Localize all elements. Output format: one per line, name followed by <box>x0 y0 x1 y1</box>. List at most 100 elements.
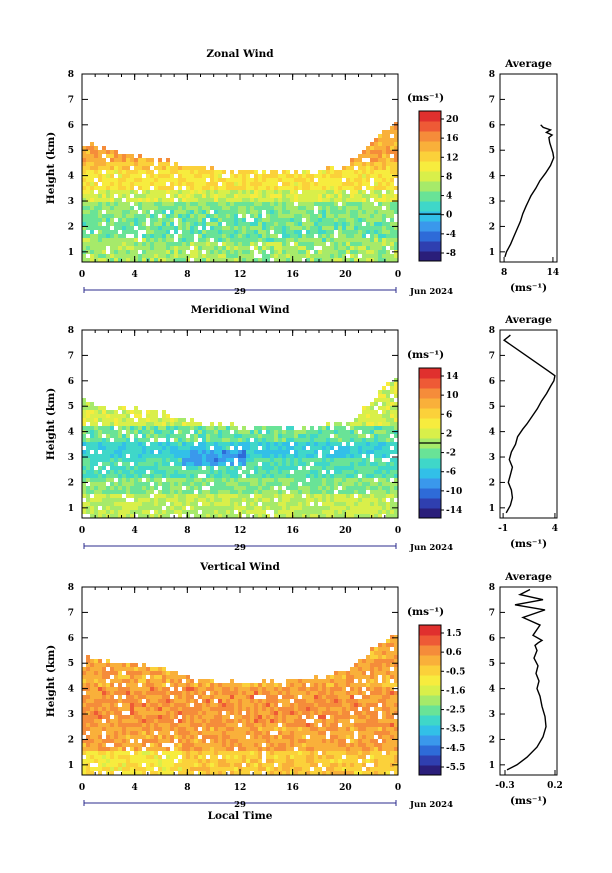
heatmap-cell <box>94 498 98 502</box>
heatmap-cell <box>322 238 326 242</box>
heatmap-cell <box>122 202 126 206</box>
heatmap-cell <box>286 442 290 446</box>
heatmap-cell <box>146 198 150 202</box>
heatmap-cell <box>194 763 198 767</box>
heatmap-cell <box>94 667 98 671</box>
heatmap-cell <box>246 254 250 258</box>
heatmap-cell <box>286 474 290 478</box>
heatmap-cell <box>178 170 182 174</box>
heatmap-cell <box>258 514 262 518</box>
heatmap-cell <box>362 238 366 242</box>
heatmap-cell <box>282 194 286 198</box>
heatmap-cell <box>150 430 154 434</box>
heatmap-cell <box>90 719 94 723</box>
heatmap-cell <box>338 242 342 246</box>
heatmap-cell <box>310 506 314 510</box>
heatmap-cell <box>318 514 322 518</box>
heatmap-cell <box>126 687 130 691</box>
heatmap-cell <box>286 486 290 490</box>
heatmap-cell <box>226 202 230 206</box>
heatmap-cell <box>214 230 218 234</box>
heatmap-cell <box>218 170 222 174</box>
heatmap-cell <box>394 394 398 398</box>
heatmap-cell <box>134 695 138 699</box>
heatmap-cell <box>206 426 210 430</box>
heatmap-cell <box>270 194 274 198</box>
heatmap-cell <box>350 466 354 470</box>
heatmap-cell <box>298 474 302 478</box>
heatmap-cell <box>154 466 158 470</box>
heatmap-cell <box>106 190 110 194</box>
heatmap-cell <box>174 442 178 446</box>
heatmap-cell <box>146 711 150 715</box>
heatmap-cell <box>170 254 174 258</box>
heatmap-cell <box>334 470 338 474</box>
heatmap-cell <box>86 150 90 154</box>
heatmap-cell <box>390 170 394 174</box>
heatmap-cell <box>286 498 290 502</box>
heatmap-cell <box>350 198 354 202</box>
heatmap-cell <box>122 663 126 667</box>
heatmap-cell <box>350 190 354 194</box>
heatmap-cell <box>162 739 166 743</box>
heatmap-cell <box>118 502 122 506</box>
heatmap-cell <box>238 222 242 226</box>
heatmap-cell <box>266 486 270 490</box>
heatmap-cell <box>94 182 98 186</box>
heatmap-cell <box>122 667 126 671</box>
heatmap-cell <box>110 434 114 438</box>
heatmap-cell <box>162 711 166 715</box>
heatmap-cell <box>366 438 370 442</box>
heatmap-cell <box>242 218 246 222</box>
heatmap-cell <box>154 226 158 230</box>
heatmap-cell <box>150 727 154 731</box>
heatmap-cell <box>90 751 94 755</box>
heatmap-cell <box>246 442 250 446</box>
heatmap-cell <box>322 258 326 262</box>
heatmap-cell <box>218 478 222 482</box>
heatmap-cell <box>86 727 90 731</box>
heatmap-cell <box>102 430 106 434</box>
heatmap-cell <box>378 170 382 174</box>
heatmap-cell <box>202 755 206 759</box>
heatmap-cell <box>238 218 242 222</box>
heatmap-cell <box>226 510 230 514</box>
heatmap-cell <box>262 234 266 238</box>
heatmap-cell <box>154 486 158 490</box>
heatmap-cell <box>286 186 290 190</box>
heatmap-cell <box>286 466 290 470</box>
heatmap-cell <box>366 246 370 250</box>
heatmap-cell <box>202 711 206 715</box>
heatmap-cell <box>118 202 122 206</box>
heatmap-cell <box>130 755 134 759</box>
heatmap-cell <box>126 238 130 242</box>
heatmap-cell <box>126 490 130 494</box>
heatmap-cell <box>130 226 134 230</box>
heatmap-cell <box>338 186 342 190</box>
heatmap-cell <box>138 711 142 715</box>
heatmap-cell <box>170 198 174 202</box>
heatmap-cell <box>178 226 182 230</box>
heatmap-cell <box>234 210 238 214</box>
heatmap-cell <box>114 743 118 747</box>
heatmap-cell <box>342 210 346 214</box>
heatmap-cell <box>222 755 226 759</box>
heatmap-cell <box>226 751 230 755</box>
heatmap-cell <box>242 214 246 218</box>
heatmap-cell <box>262 506 266 510</box>
heatmap-cell <box>102 162 106 166</box>
heatmap-cell <box>190 250 194 254</box>
heatmap-cell <box>342 206 346 210</box>
heatmap-cell <box>102 258 106 262</box>
heatmap-cell <box>282 234 286 238</box>
heatmap-cell <box>210 222 214 226</box>
profile-y-tick-label: 6 <box>489 377 495 387</box>
heatmap-cell <box>310 258 314 262</box>
heatmap-cell <box>210 182 214 186</box>
heatmap-cell <box>214 731 218 735</box>
heatmap-cell <box>330 454 334 458</box>
heatmap-cell <box>282 478 286 482</box>
heatmap-cell <box>234 454 238 458</box>
heatmap-cell <box>222 735 226 739</box>
heatmap-cell <box>106 747 110 751</box>
